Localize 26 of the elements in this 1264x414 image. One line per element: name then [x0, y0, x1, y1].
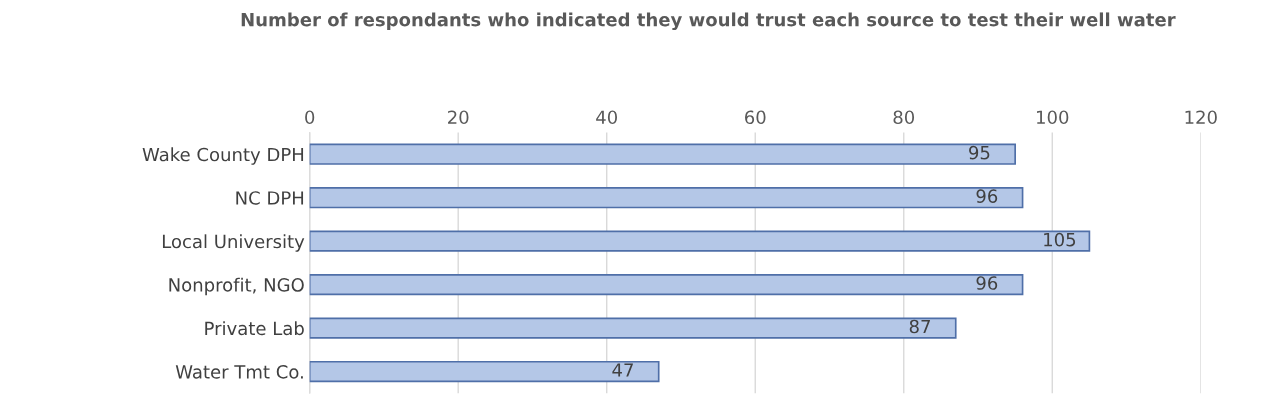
data-label: 87 — [909, 319, 930, 334]
x-tick-label: 100 — [1037, 110, 1069, 125]
data-label: 47 — [612, 363, 633, 377]
y-tick-label: Water Tmt Co. — [175, 365, 303, 379]
x-tick-label: 120 — [1185, 110, 1217, 125]
y-tick-label: NC DPH — [236, 191, 304, 205]
data-label: 105 — [1044, 232, 1076, 247]
bar — [309, 274, 1024, 296]
bar — [309, 317, 957, 339]
bar — [309, 230, 1091, 252]
x-tick-label: 80 — [893, 110, 915, 125]
y-tick-label: Private Lab — [205, 321, 304, 336]
chart-title: Number of respondants who indicated they would trust each source to test their well water — [241, 12, 1176, 31]
bar — [309, 187, 1024, 209]
data-label: 96 — [976, 189, 998, 203]
x-tick-label: 60 — [745, 110, 766, 125]
bar — [309, 360, 660, 383]
x-tick-label: 0 — [305, 110, 315, 125]
bar — [309, 143, 1016, 165]
x-tick-label: 40 — [596, 110, 618, 125]
x-tick-label: 20 — [448, 110, 469, 125]
y-tick-label: Nonprofit, NGO — [169, 277, 304, 296]
y-tick-label: Local University — [162, 234, 305, 252]
y-tick-label: Wake County DPH — [142, 147, 304, 165]
data-label: 96 — [976, 276, 998, 290]
data-label: 95 — [969, 145, 990, 160]
